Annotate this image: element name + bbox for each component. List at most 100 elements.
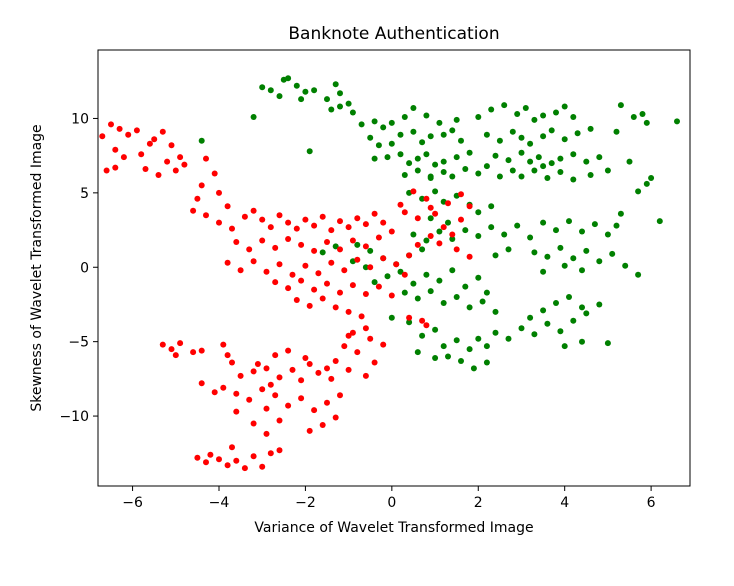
data-point (414, 155, 421, 162)
data-point (293, 225, 300, 232)
data-point (276, 261, 283, 268)
data-point (246, 246, 253, 253)
data-point (259, 386, 266, 393)
data-point (432, 355, 439, 361)
data-point (445, 200, 451, 207)
data-point (289, 366, 296, 373)
data-point (406, 160, 413, 167)
data-point (362, 325, 369, 332)
data-point (311, 407, 318, 414)
data-point (596, 258, 603, 265)
data-point (410, 231, 417, 238)
data-point (488, 106, 495, 113)
data-point (332, 414, 339, 421)
data-point (319, 213, 326, 220)
data-point (475, 170, 482, 177)
data-point (337, 103, 343, 110)
data-point (345, 366, 352, 373)
data-point (440, 224, 447, 231)
data-point (414, 167, 421, 174)
data-point (501, 102, 508, 109)
data-point (349, 329, 356, 336)
data-point (306, 148, 313, 155)
data-point (224, 203, 231, 210)
data-point (531, 249, 538, 256)
data-point (423, 195, 430, 202)
data-point (587, 125, 594, 132)
data-point (643, 180, 650, 187)
data-point (302, 216, 309, 223)
data-point (211, 389, 218, 396)
y-tick-label: −5 (68, 335, 89, 351)
y-axis-label: Skewness of Wavelet Transformed Image (29, 124, 45, 411)
data-point (302, 355, 309, 361)
data-point (324, 239, 330, 245)
data-point (423, 237, 430, 244)
points-layer (99, 75, 680, 472)
data-point (267, 381, 274, 388)
data-point (337, 289, 343, 296)
data-point (151, 136, 158, 143)
ticks-layer: −6 −4 −2 0 2 4 6 −10 −5 0 5 10 (59, 111, 655, 511)
data-point (535, 154, 542, 161)
data-point (375, 283, 382, 290)
data-point (458, 137, 464, 144)
data-point (445, 219, 451, 226)
data-point (328, 227, 335, 234)
data-point (367, 134, 374, 141)
data-point (635, 188, 642, 195)
data-point (298, 395, 305, 402)
data-point (380, 124, 387, 131)
data-point (483, 359, 490, 366)
data-point (604, 340, 611, 347)
data-point (475, 335, 482, 342)
data-point (613, 128, 620, 135)
data-point (414, 295, 421, 302)
data-point (639, 111, 646, 117)
data-point (393, 261, 400, 268)
data-point (648, 175, 655, 181)
data-point (285, 236, 292, 242)
data-point (198, 380, 205, 387)
y-tick-label: 5 (80, 186, 89, 202)
data-point (349, 109, 356, 116)
data-point (406, 252, 413, 259)
data-point (609, 250, 616, 257)
data-point (159, 128, 166, 135)
y-tick-label: 10 (71, 111, 89, 127)
data-point (194, 195, 201, 202)
data-point (419, 246, 426, 253)
data-point (354, 215, 361, 222)
data-point (298, 241, 305, 248)
data-point (177, 340, 184, 347)
data-point (375, 142, 382, 149)
data-point (436, 119, 443, 126)
data-point (453, 246, 460, 253)
data-point (362, 291, 369, 297)
data-point (626, 158, 633, 165)
data-point (168, 346, 175, 353)
data-point (587, 172, 594, 178)
data-point (349, 237, 356, 244)
data-point (190, 349, 197, 356)
data-point (548, 127, 555, 134)
data-point (298, 277, 305, 284)
data-point (401, 209, 408, 216)
data-point (375, 234, 382, 241)
data-point (164, 158, 171, 165)
data-point (419, 195, 426, 202)
data-point (406, 319, 413, 326)
data-point (436, 277, 443, 284)
data-point (198, 182, 205, 189)
x-tick-label: −2 (295, 495, 316, 511)
data-point (410, 128, 417, 135)
data-point (250, 453, 257, 460)
data-point (263, 430, 270, 437)
data-point (496, 173, 503, 180)
data-point (531, 116, 538, 123)
data-point (203, 212, 209, 219)
data-point (367, 247, 374, 254)
data-point (401, 289, 408, 296)
data-point (466, 253, 473, 260)
data-point (345, 100, 352, 107)
